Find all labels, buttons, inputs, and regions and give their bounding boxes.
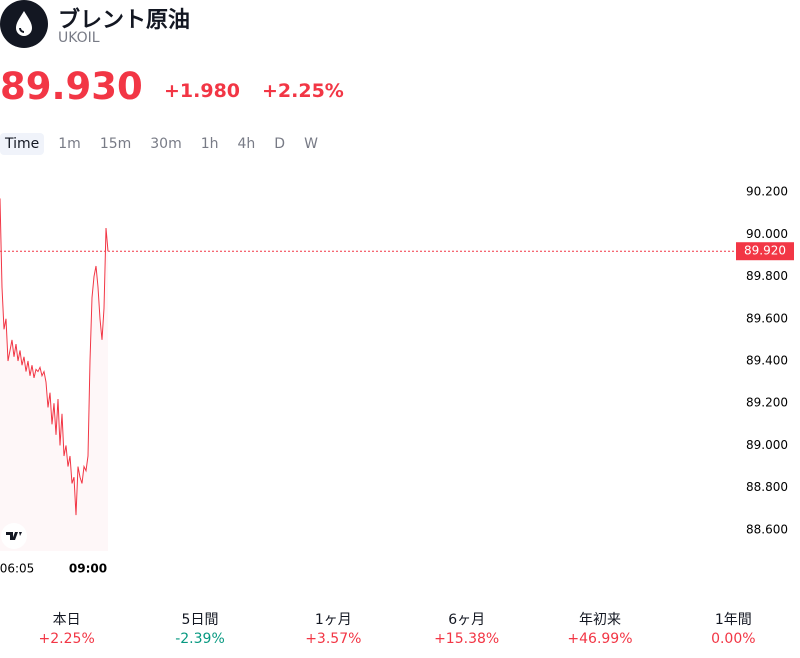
performance-label: 1ヶ月 xyxy=(314,612,352,628)
chart: 88.600 88.800 89.000 89.200 89.400 89.600 89.8… xyxy=(0,185,794,576)
timeframe-tab[interactable]: 15m xyxy=(99,136,132,152)
performance-item[interactable]: 1ヶ月 +3.57% xyxy=(267,611,400,649)
price: 89.930 xyxy=(0,65,143,108)
performance-value: +3.57% xyxy=(305,631,362,647)
performance-bar: 本日 +2.25% 5日間 -2.39% 1ヶ月 +3.57% 6ヶ月 +15.38% 年初来 +… xyxy=(0,611,800,649)
performance-item[interactable]: 本日 +2.25% xyxy=(0,611,133,649)
y-tick-label: 89.600 xyxy=(746,311,788,325)
y-tick-label: 88.600 xyxy=(746,522,788,536)
performance-label: 5日間 xyxy=(181,612,219,628)
performance-label: 6ヶ月 xyxy=(448,612,486,628)
last-price-box xyxy=(736,242,794,261)
price-line xyxy=(0,198,109,516)
timeframe-tab[interactable]: 4h xyxy=(237,136,256,152)
y-tick-label: 89.800 xyxy=(746,269,788,283)
symbol-icon xyxy=(0,0,48,48)
performance-value: +46.99% xyxy=(567,631,633,647)
performance-item[interactable]: 年初来 +46.99% xyxy=(533,611,666,649)
timeframe-tab[interactable]: 1h xyxy=(200,136,219,152)
performance-item[interactable]: 6ヶ月 +15.38% xyxy=(400,611,533,649)
timeframe-tab[interactable]: Time xyxy=(0,133,45,155)
y-tick-label: 89.200 xyxy=(746,396,788,410)
timeframe-tab[interactable]: W xyxy=(304,136,318,152)
symbol: UKOIL xyxy=(58,30,100,46)
performance-value: +2.25% xyxy=(38,631,95,647)
performance-label: 1年間 xyxy=(714,612,752,628)
x-tick-label: 09:00 xyxy=(69,562,107,576)
performance-value: -2.39% xyxy=(175,631,225,647)
timeframe-tabs: Time 1m 15m 30m 1h 4h D W xyxy=(0,133,332,155)
x-tick-label: 06:05 xyxy=(0,562,34,576)
timeframe-tab[interactable]: 1m xyxy=(58,136,81,152)
area xyxy=(0,198,108,551)
title: ブレント原油 xyxy=(58,8,191,33)
last-price-label: 89.920 xyxy=(744,244,786,258)
performance-label: 本日 xyxy=(52,612,81,628)
timeframe-tab[interactable]: D xyxy=(274,136,286,152)
timeframe-tab[interactable]: 30m xyxy=(150,136,182,152)
performance-label: 年初来 xyxy=(578,612,621,628)
y-tick-label: 89.400 xyxy=(746,354,788,368)
y-tick-label: 88.800 xyxy=(746,480,788,494)
change-pct: +2.25% xyxy=(262,80,344,102)
y-tick-label: 90.000 xyxy=(746,227,788,241)
y-tick-label: 89.000 xyxy=(746,438,788,452)
performance-value: 0.00% xyxy=(711,631,756,647)
performance-value: +15.38% xyxy=(434,631,500,647)
performance-item[interactable]: 1年間 0.00% xyxy=(667,611,800,649)
logo xyxy=(6,532,22,540)
y-tick-label: 90.200 xyxy=(746,185,788,199)
change: +1.980 xyxy=(164,80,241,102)
performance-item[interactable]: 5日間 -2.39% xyxy=(133,611,266,649)
